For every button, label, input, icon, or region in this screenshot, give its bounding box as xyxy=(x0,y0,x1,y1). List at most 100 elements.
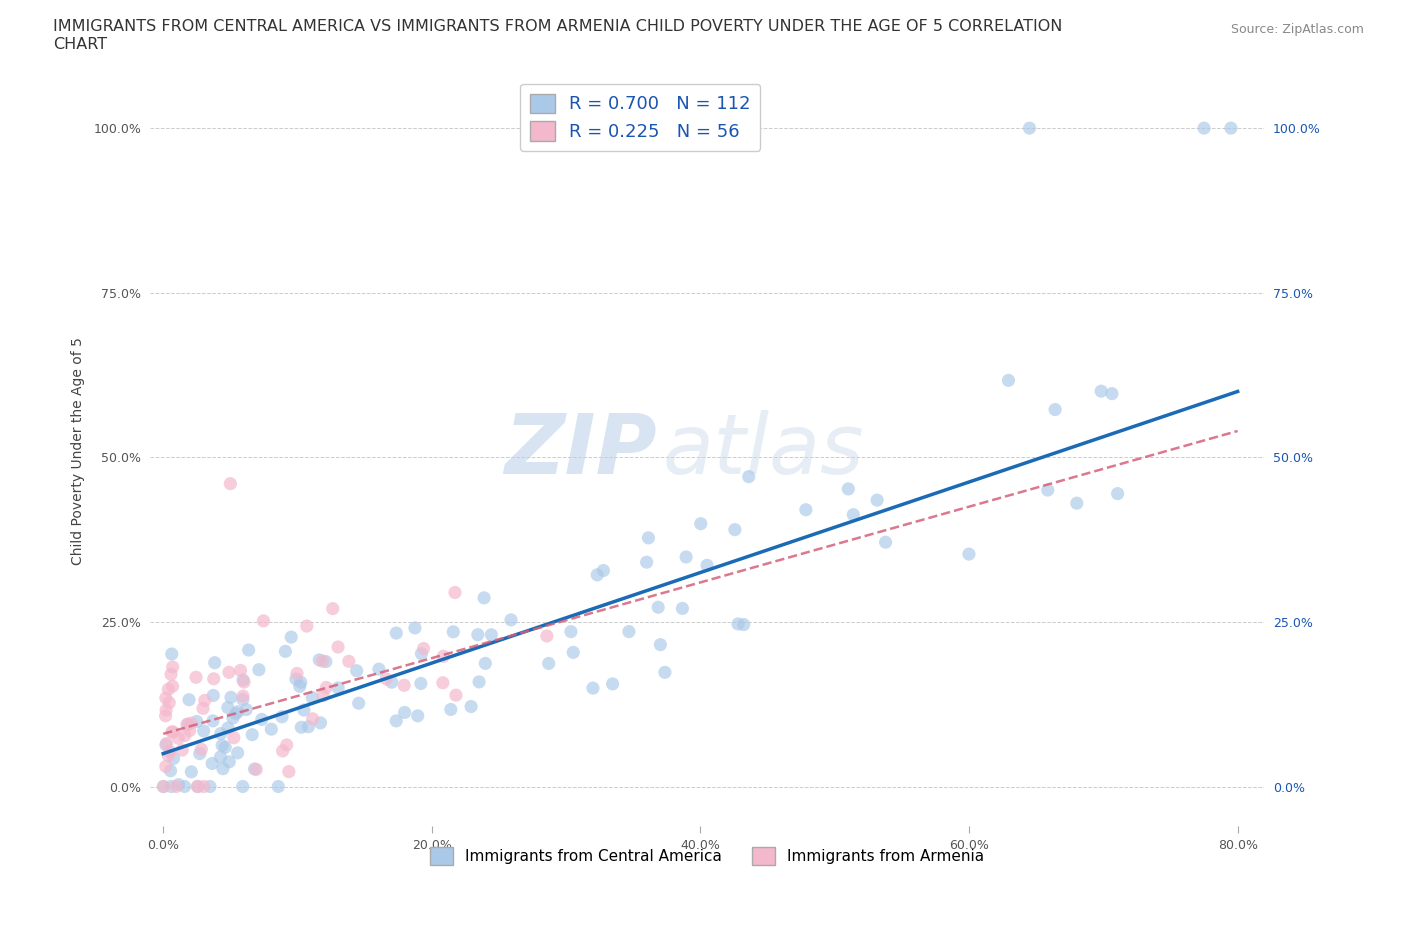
Point xyxy=(288,679,311,694)
Point xyxy=(233,674,256,689)
Point xyxy=(190,742,212,757)
Point xyxy=(280,630,302,644)
Point xyxy=(167,777,190,792)
Point xyxy=(232,672,254,687)
Point xyxy=(1192,121,1215,136)
Point xyxy=(202,688,225,703)
Point xyxy=(394,705,416,720)
Point xyxy=(260,722,283,737)
Point xyxy=(647,600,669,615)
Point xyxy=(328,681,350,696)
Point xyxy=(794,502,817,517)
Point xyxy=(204,656,226,671)
Point xyxy=(479,628,502,643)
Point xyxy=(866,493,889,508)
Point xyxy=(193,779,215,794)
Point xyxy=(468,674,491,689)
Point xyxy=(385,626,408,641)
Point xyxy=(177,717,200,732)
Point xyxy=(162,659,184,674)
Point xyxy=(1090,384,1112,399)
Point xyxy=(315,654,337,669)
Text: Source: ZipAtlas.com: Source: ZipAtlas.com xyxy=(1230,23,1364,36)
Point xyxy=(222,711,245,725)
Point xyxy=(322,601,344,616)
Point xyxy=(295,618,318,633)
Point xyxy=(441,624,464,639)
Point xyxy=(159,764,181,778)
Point xyxy=(155,737,177,752)
Point xyxy=(738,470,761,485)
Point xyxy=(155,759,177,774)
Point xyxy=(727,617,749,631)
Point xyxy=(229,663,252,678)
Point xyxy=(173,779,195,794)
Point xyxy=(238,643,260,658)
Point xyxy=(162,679,184,694)
Point xyxy=(276,737,298,752)
Point xyxy=(217,721,239,736)
Point xyxy=(292,703,315,718)
Point xyxy=(252,614,274,629)
Point xyxy=(460,699,482,714)
Point xyxy=(235,702,257,717)
Point xyxy=(636,555,658,570)
Point xyxy=(167,731,190,746)
Point xyxy=(155,736,177,751)
Point xyxy=(194,693,217,708)
Point xyxy=(997,373,1019,388)
Point xyxy=(232,692,254,707)
Point xyxy=(724,522,747,537)
Point xyxy=(250,712,273,727)
Point xyxy=(536,629,558,644)
Point xyxy=(301,711,323,726)
Point xyxy=(654,665,676,680)
Point xyxy=(290,720,312,735)
Point xyxy=(240,727,263,742)
Text: ZIP: ZIP xyxy=(505,410,657,491)
Point xyxy=(467,627,489,642)
Point xyxy=(671,601,693,616)
Point xyxy=(309,715,332,730)
Point xyxy=(160,724,183,739)
Point xyxy=(432,649,454,664)
Point xyxy=(267,779,290,794)
Point xyxy=(186,714,208,729)
Point xyxy=(162,751,184,765)
Point xyxy=(842,507,865,522)
Point xyxy=(1066,496,1088,511)
Point xyxy=(157,682,180,697)
Point xyxy=(837,482,859,497)
Point xyxy=(165,779,187,794)
Point xyxy=(209,726,232,741)
Point xyxy=(157,696,180,711)
Point xyxy=(312,688,335,703)
Point xyxy=(375,671,398,686)
Point xyxy=(582,681,605,696)
Point xyxy=(432,675,454,690)
Point xyxy=(180,716,202,731)
Point xyxy=(201,756,224,771)
Text: IMMIGRANTS FROM CENTRAL AMERICA VS IMMIGRANTS FROM ARMENIA CHILD POVERTY UNDER T: IMMIGRANTS FROM CENTRAL AMERICA VS IMMIG… xyxy=(53,19,1063,33)
Point xyxy=(1219,121,1241,136)
Text: CHART: CHART xyxy=(53,37,107,52)
Point xyxy=(274,644,297,658)
Point xyxy=(617,624,640,639)
Point xyxy=(198,779,221,794)
Point xyxy=(537,656,560,671)
Point xyxy=(159,744,181,759)
Point xyxy=(1036,483,1059,498)
Point xyxy=(226,704,249,719)
Point xyxy=(412,641,434,656)
Point xyxy=(290,675,312,690)
Point xyxy=(160,779,183,794)
Point xyxy=(212,762,235,777)
Point xyxy=(592,563,614,578)
Text: atlas: atlas xyxy=(662,410,865,491)
Point xyxy=(226,746,249,761)
Point xyxy=(173,728,195,743)
Point xyxy=(444,687,467,702)
Point xyxy=(472,591,495,605)
Point xyxy=(219,690,242,705)
Legend: Immigrants from Central America, Immigrants from Armenia: Immigrants from Central America, Immigra… xyxy=(423,841,991,870)
